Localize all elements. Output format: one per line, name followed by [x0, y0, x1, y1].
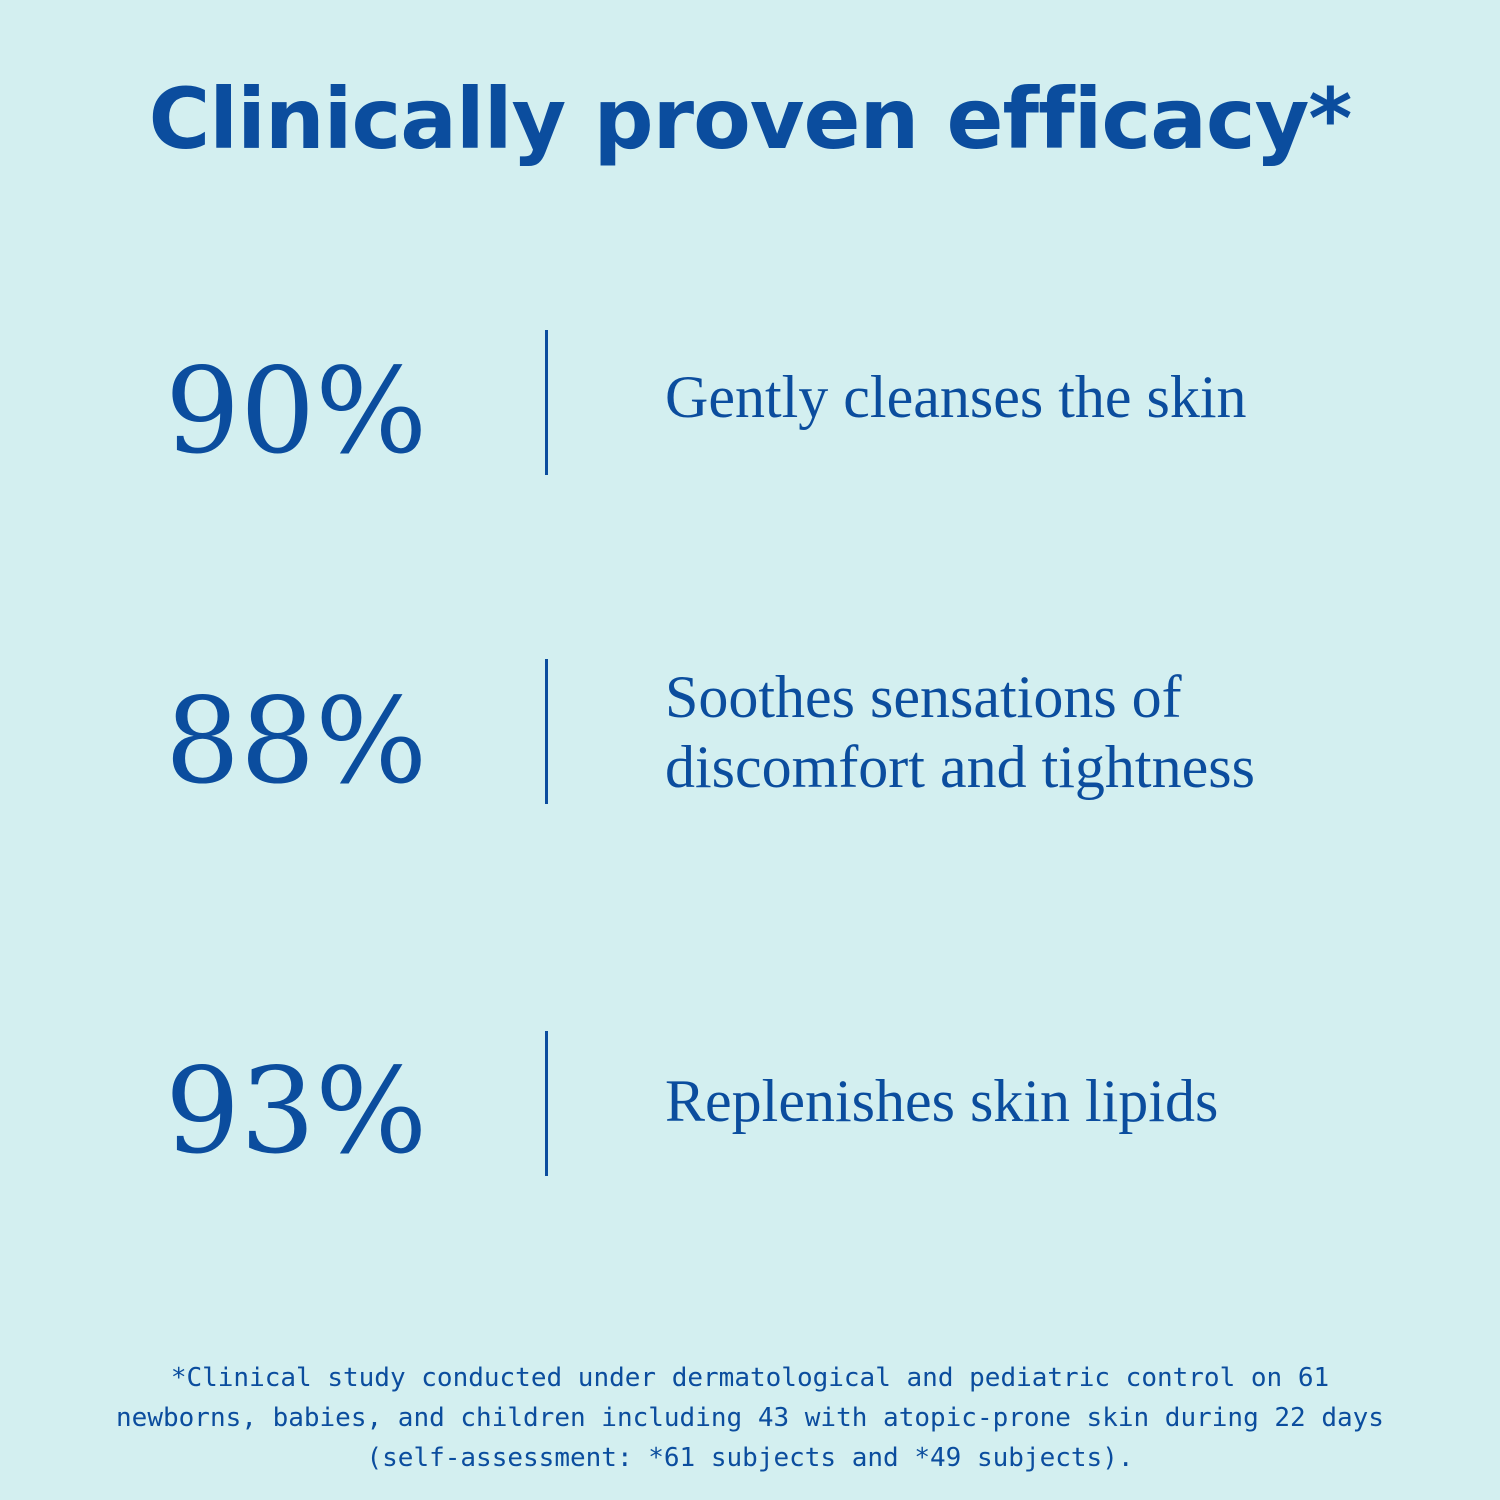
description-line: Soothes sensations of — [665, 664, 1182, 730]
footnote: *Clinical study conducted under dermatol… — [0, 1358, 1500, 1478]
stat-value: 93% — [165, 1042, 428, 1180]
title: Clinically proven efficacy* — [148, 70, 1353, 168]
stat-description: Gently cleanses the skin — [665, 362, 1247, 432]
stat-value: 90% — [165, 342, 428, 480]
divider — [545, 1031, 548, 1176]
footnote-line: newborns, babies, and children including… — [116, 1403, 1384, 1433]
description-line: Gently cleanses the skin — [665, 364, 1247, 430]
stat-description: Soothes sensations of discomfort and tig… — [665, 662, 1255, 802]
footnote-line: *Clinical study conducted under dermatol… — [170, 1363, 1330, 1393]
footnote-line: (self-assessment: *61 subjects and *49 s… — [366, 1443, 1134, 1473]
stat-description: Replenishes skin lipids — [665, 1066, 1218, 1136]
description-line: Replenishes skin lipids — [665, 1068, 1219, 1134]
stat-value: 88% — [165, 672, 428, 810]
divider — [545, 330, 548, 475]
description-line: discomfort and tightness — [665, 734, 1255, 800]
divider — [545, 659, 548, 804]
